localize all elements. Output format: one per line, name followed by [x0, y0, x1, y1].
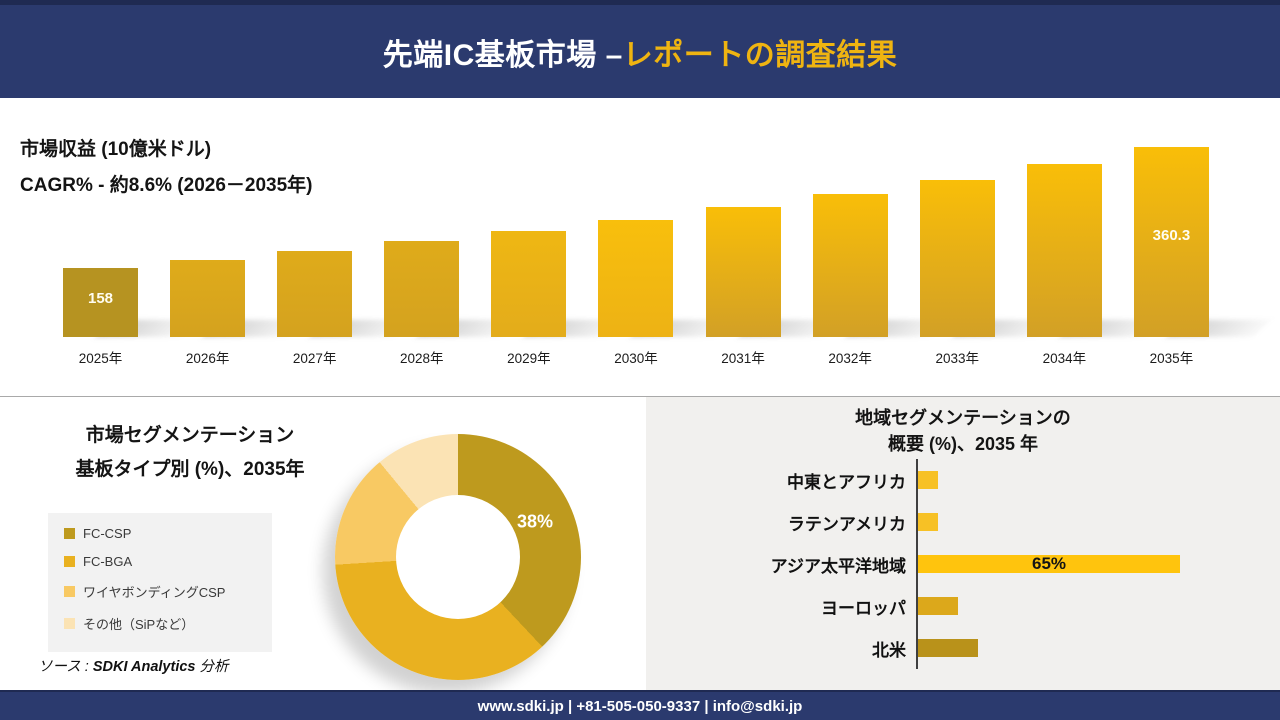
revenue-bar-column: 2027年 [277, 147, 415, 366]
revenue-bar-column: 2032年 [812, 147, 950, 366]
donut-slice-label: 38% [516, 511, 554, 532]
year-axis-label: 2027年 [292, 351, 337, 366]
year-axis-label: 2026年 [185, 351, 230, 366]
regional-bar-chart: 中東とアフリカ ラテンアメリカアジア太平洋地域 65% ヨーロッパ北米 [660, 459, 1266, 669]
region-bar-track [916, 585, 1266, 627]
regional-title: 地域セグメンテーションの 概要 (%)、2035 年 [646, 405, 1280, 457]
segmentation-title-line1: 市場セグメンテーション [85, 425, 295, 446]
revenue-bar-column: 158 2025年 [63, 147, 200, 366]
regional-row: 北米 [660, 627, 1266, 669]
revenue-bar [170, 260, 246, 337]
footer-contact-text: www.sdki.jp | +81-505-050-9337 | info@sd… [477, 697, 803, 715]
bottom-panels: 市場セグメンテーション 基板タイプ別 (%)、2035年 FC-CSP FC-BG… [0, 396, 1280, 690]
legend-swatch [64, 618, 75, 629]
revenue-bar-column: 2031年 [705, 147, 843, 366]
region-bar [918, 471, 938, 489]
year-axis-label: 2029年 [507, 351, 551, 366]
revenue-bar-column: 2030年 [598, 147, 736, 366]
region-bar [918, 513, 938, 531]
footer-bar: www.sdki.jp | +81-505-050-9337 | info@sd… [0, 690, 1280, 720]
legend-item: その他（SiPなど） [64, 614, 256, 633]
report-header: 先端IC基板市場 –レポートの調査結果 [0, 0, 1280, 98]
region-label: ラテンアメリカ [787, 514, 906, 534]
regional-row: ラテンアメリカ [660, 501, 1266, 543]
legend-label: FC-BGA [83, 554, 133, 569]
revenue-bar [705, 207, 781, 337]
donut-chart: 38% [335, 434, 581, 680]
revenue-bar [919, 180, 995, 337]
regional-title-line1: 地域セグメンテーションの [855, 408, 1071, 428]
revenue-bar-column: 2028年 [384, 147, 522, 366]
page-title: 先端IC基板市場 –レポートの調査結果 [383, 30, 898, 74]
revenue-bar-column: 2034年 [1026, 147, 1164, 366]
region-bar-track: 65% [916, 543, 1266, 585]
region-label: 北米 [872, 640, 906, 660]
revenue-bar [384, 241, 460, 337]
region-bar [918, 639, 978, 657]
region-bar-track [916, 501, 1266, 543]
year-axis-label: 2028年 [400, 351, 444, 366]
donut-legend: FC-CSP FC-BGA ワイヤボンディングCSP その他（SiPなど） [48, 513, 272, 652]
cagr-label: CAGR% - 約8.6% (2026－2035年) [20, 175, 313, 196]
revenue-bar [491, 231, 567, 337]
region-bar-track [916, 459, 1266, 501]
year-axis-label: 2032年 [828, 351, 872, 366]
legend-item: FC-CSP [64, 526, 256, 541]
revenue-bar [598, 220, 674, 337]
year-axis-label: 2031年 [721, 351, 765, 366]
legend-swatch [64, 556, 75, 567]
legend-item: FC-BGA [64, 554, 256, 569]
regional-row: アジア太平洋地域 65% [660, 543, 1266, 585]
revenue-bar-column: 2033年 [919, 147, 1057, 366]
revenue-bar-column: 2026年 [170, 147, 308, 366]
region-bar-track [916, 627, 1266, 669]
revenue-bar [1026, 164, 1102, 337]
source-note: ソース : SDKI Analytics 分析 [38, 655, 229, 676]
revenue-bar [277, 251, 353, 337]
regional-panel: 地域セグメンテーションの 概要 (%)、2035 年 中東とアフリカ ラテンアメリ… [646, 397, 1280, 690]
revenue-bar-column: 360.3 2035年 [1133, 147, 1271, 366]
year-axis-label: 2025年 [78, 351, 123, 366]
segmentation-panel: 市場セグメンテーション 基板タイプ別 (%)、2035年 FC-CSP FC-BG… [0, 397, 646, 690]
year-axis-label: 2034年 [1042, 351, 1087, 366]
legend-label: FC-CSP [83, 526, 132, 541]
region-label: アジア太平洋地域 [770, 556, 906, 576]
page-title-highlight: レポートの調査結果 [622, 38, 898, 72]
revenue-bar [812, 194, 888, 337]
region-label: ヨーロッパ [821, 598, 906, 618]
segmentation-title: 市場セグメンテーション 基板タイプ別 (%)、2035年 [10, 419, 370, 487]
legend-swatch [64, 586, 75, 597]
legend-label: その他（SiPなど） [83, 617, 195, 632]
legend-swatch [64, 528, 75, 539]
revenue-bar-value-label: 158 [63, 268, 138, 337]
segmentation-title-line2: 基板タイプ別 (%)、2035年 [75, 459, 305, 480]
legend-item: ワイヤボンディングCSP [64, 582, 256, 601]
legend-label: ワイヤボンディングCSP [83, 585, 226, 600]
year-axis-label: 2033年 [935, 351, 980, 366]
source-suffix: 分析 [195, 659, 229, 675]
source-prefix: ソース : [38, 659, 93, 675]
revenue-unit-label: 市場収益 (10億米ドル) [20, 139, 212, 160]
donut-hole [396, 495, 520, 619]
region-label: 中東とアフリカ [787, 472, 906, 492]
year-axis-label: 2035年 [1149, 351, 1194, 366]
revenue-chart-section: 市場収益 (10億米ドル) CAGR% - 約8.6% (2026－2035年)… [0, 98, 1280, 396]
source-brand: SDKI Analytics [92, 659, 196, 675]
page-title-market: 先端IC基板市場 – [382, 38, 623, 72]
year-axis-label: 2030年 [614, 351, 658, 366]
region-bar-value-label: 65% [918, 554, 1180, 573]
region-bar [918, 597, 958, 615]
regional-title-line2: 概要 (%)、2035 年 [887, 434, 1039, 454]
revenue-bar-chart: 158 2025年 2026年 2027年 2028年 2029年 2030年 2031年 20… [63, 147, 1271, 366]
regional-row: ヨーロッパ [660, 585, 1266, 627]
revenue-bar-column: 2029年 [491, 147, 629, 366]
revenue-bar-value-label: 360.3 [1133, 147, 1209, 337]
regional-row: 中東とアフリカ [660, 459, 1266, 501]
